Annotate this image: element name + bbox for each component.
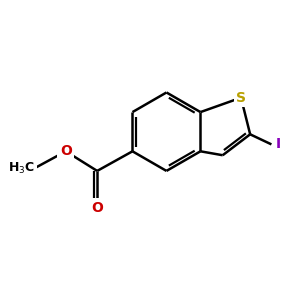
Text: I: I xyxy=(275,137,281,152)
Text: H$_3$C: H$_3$C xyxy=(8,161,34,176)
Text: S: S xyxy=(236,91,246,105)
Text: O: O xyxy=(91,200,103,214)
Text: O: O xyxy=(60,144,72,158)
